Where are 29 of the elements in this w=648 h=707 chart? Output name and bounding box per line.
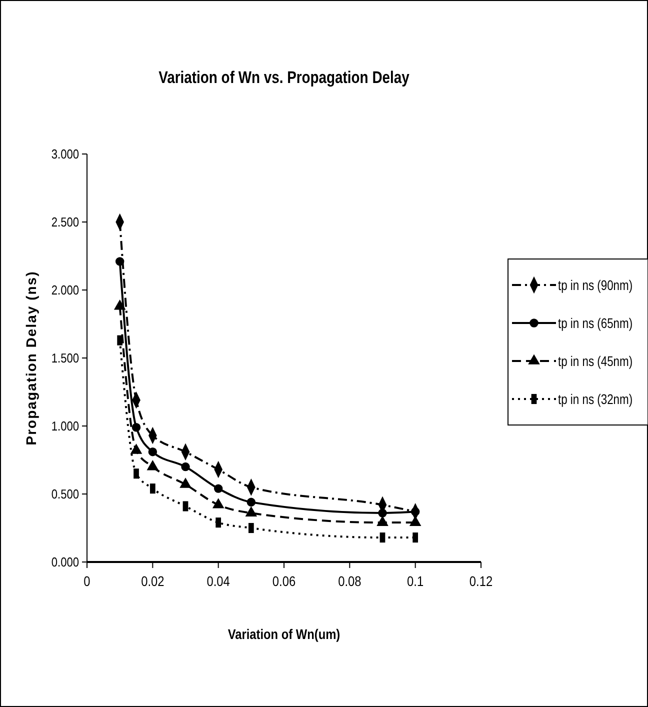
point	[148, 447, 158, 456]
legend-label: tp in ns (65nm)	[558, 316, 633, 332]
x-tick-label: 0.06	[272, 573, 296, 590]
x-axis-title: Variation of Wn(um)	[228, 626, 340, 642]
point	[181, 462, 190, 472]
y-tick-label: 1.500	[51, 350, 80, 366]
point	[132, 423, 141, 432]
y-tick-label: 3.000	[51, 146, 80, 162]
point	[115, 257, 124, 266]
point	[214, 484, 223, 493]
point	[246, 498, 256, 507]
y-tick-label: 0.500	[51, 486, 80, 502]
x-tick-label: 0	[84, 573, 90, 590]
x-tick-label: 0.04	[206, 573, 230, 590]
chart-title: Variation of Wn vs. Propagation Delay	[158, 68, 410, 88]
x-tick-label: 0.02	[141, 573, 164, 590]
y-tick-label: 2.000	[51, 282, 80, 298]
x-tick-label: 0.1	[407, 573, 424, 590]
y-axis-title: Propagation Delay (ns)	[23, 270, 39, 446]
legend-label: tp in ns (32nm)	[558, 392, 633, 408]
legend-label: tp in ns (90nm)	[558, 278, 633, 294]
x-tick-label: 0.08	[338, 573, 362, 590]
y-tick-label: 0.000	[51, 554, 80, 570]
x-tick-label: 0.12	[469, 573, 493, 590]
point	[378, 508, 387, 518]
point	[410, 507, 420, 516]
legend-label: tp in ns (45nm)	[558, 354, 633, 370]
y-tick-label: 1.000	[51, 418, 80, 434]
y-tick-label: 2.500	[51, 214, 80, 230]
